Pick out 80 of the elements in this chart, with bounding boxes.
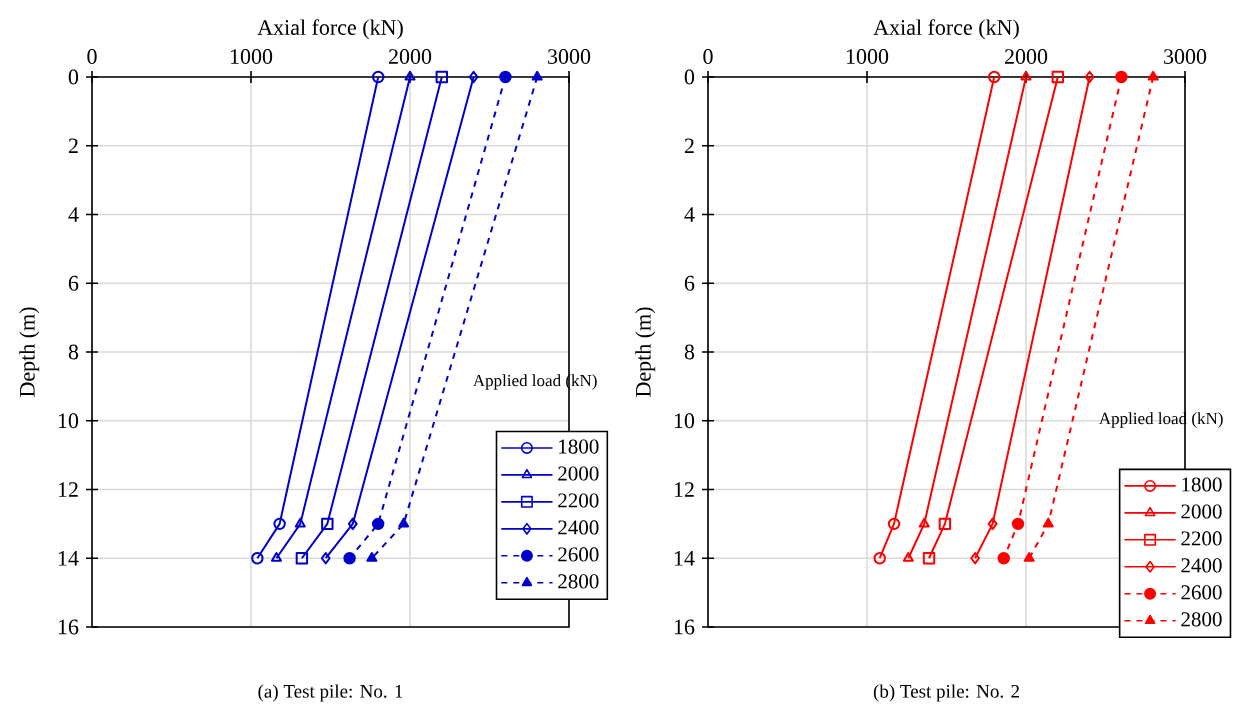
point: [1023, 552, 1035, 562]
x-tick-label: 2000: [388, 49, 432, 64]
y-tick-label: 2: [68, 138, 78, 154]
point: [251, 552, 264, 565]
y-tick-label: 0: [684, 69, 695, 85]
x-tick-label: 1000: [846, 49, 889, 64]
point: [1011, 517, 1025, 531]
legend-label: 1800: [1182, 477, 1222, 492]
point: [320, 552, 331, 565]
point: [321, 517, 334, 531]
legend-label: 2200: [558, 493, 599, 508]
x-tick-label: 0: [87, 49, 97, 64]
x-tick-label: 1000: [230, 49, 273, 64]
point: [902, 552, 914, 562]
y-tick-label: 8: [684, 344, 695, 360]
point: [273, 517, 286, 531]
y-tick-label: 4: [684, 207, 695, 222]
text: (b) Test pile: No. 2: [873, 684, 1019, 702]
legend-label: 2400: [1181, 558, 1222, 573]
legend-label: 2400: [558, 520, 599, 535]
x-axis-title: Axial force (kN): [257, 19, 403, 40]
y-tick-label: 12: [58, 482, 78, 497]
y-tick-label: 14: [674, 550, 695, 566]
point: [531, 70, 543, 81]
y-tick-label: 4: [68, 207, 79, 222]
y-tick-label: 14: [58, 550, 79, 566]
point: [347, 517, 358, 531]
point: [372, 70, 385, 84]
x-axis-title: Axial force (kN): [873, 19, 1019, 40]
legend-label: 2200: [1181, 531, 1222, 546]
y-tick-label: 8: [68, 344, 79, 360]
point: [366, 552, 378, 562]
point: [988, 70, 1001, 84]
point: [887, 517, 901, 531]
point: [1020, 70, 1032, 81]
y-tick-label: 16: [58, 619, 79, 635]
legend-label: 2600: [1181, 585, 1222, 600]
y-tick-label: 12: [674, 482, 694, 497]
point: [997, 552, 1010, 565]
point: [295, 552, 309, 565]
point: [398, 517, 410, 528]
point: [404, 70, 416, 81]
y-axis-title: Depth (m): [19, 307, 40, 397]
point: [873, 552, 886, 565]
legend-label: 1800: [559, 439, 599, 454]
y-tick-label: 10: [58, 413, 79, 429]
point: [918, 517, 930, 528]
point: [294, 517, 306, 528]
y-tick-label: 6: [684, 275, 695, 291]
y-tick-label: 10: [674, 413, 695, 429]
point: [1084, 70, 1095, 84]
point: [435, 70, 448, 84]
point: [922, 552, 936, 565]
legend-label: 2800: [1181, 612, 1222, 627]
point: [270, 552, 282, 562]
point: [987, 517, 998, 531]
point: [1115, 70, 1128, 84]
text: (a) Test pile: No. 1: [258, 684, 403, 702]
point: [970, 552, 981, 565]
point: [343, 552, 356, 565]
legend-label: 2000: [558, 466, 599, 481]
x-tick-label: 3000: [548, 49, 591, 64]
y-axis-title: Depth (m): [635, 307, 656, 397]
y-tick-label: 0: [68, 69, 79, 85]
point: [468, 70, 479, 84]
y-tick-label: 16: [674, 619, 695, 635]
point: [1042, 517, 1054, 528]
point: [499, 70, 512, 84]
point: [1051, 70, 1064, 84]
x-tick-label: 2000: [1004, 49, 1048, 64]
legend-label: 2800: [558, 574, 599, 589]
y-tick-label: 6: [68, 275, 79, 291]
point: [938, 517, 952, 531]
legend-label: 2600: [558, 547, 599, 562]
point: [1147, 70, 1159, 81]
point: [372, 517, 385, 531]
y-tick-label: 2: [684, 138, 694, 154]
legend-label: 2000: [1181, 504, 1222, 519]
x-tick-label: 0: [703, 49, 713, 64]
x-tick-label: 3000: [1164, 49, 1207, 64]
